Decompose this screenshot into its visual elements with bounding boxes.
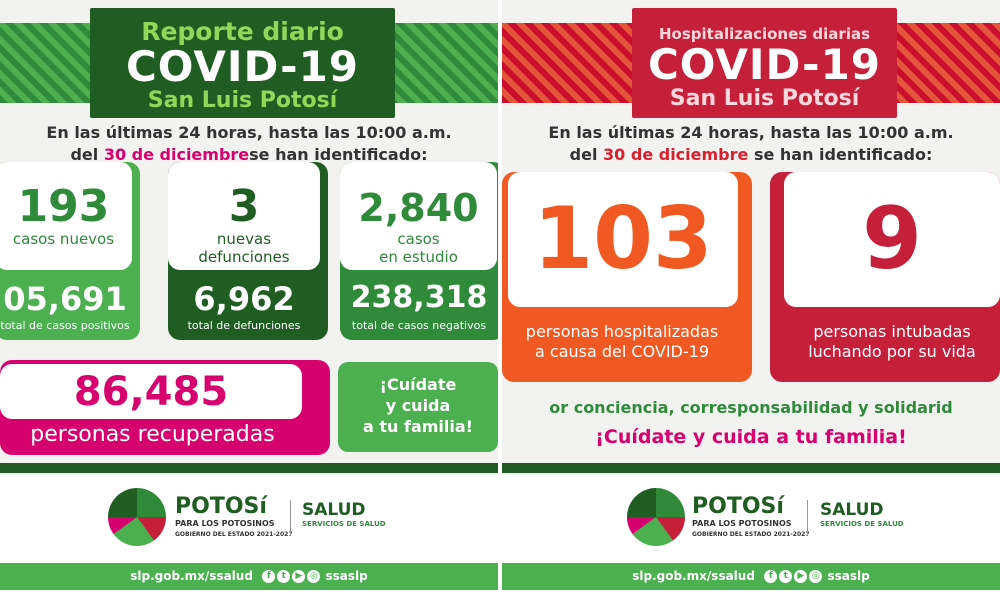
facebook-icon[interactable]: f [262,570,276,583]
social-handle[interactable]: ssaslp [827,569,870,583]
total-positive-label: total de casos positivos [0,319,130,332]
new-cases-card: 193 casos nuevos 05,691 total de casos p… [0,162,140,340]
hospitalized-value: 103 [533,189,713,289]
hospital-header: Hospitalizaciones diarias COVID-19 San L… [632,8,897,118]
footer-stripe [502,463,1000,473]
total-positive-value: 05,691 [3,280,127,318]
slogan-responsibility: or conciencia, corresponsabilidad y soli… [549,398,953,417]
intro-text: En las últimas 24 horas, hasta las 10:00… [46,123,452,164]
social-handle[interactable]: ssaslp [325,569,368,583]
header-location: San Luis Potosí [147,88,338,113]
panel-divider [498,0,502,600]
recovered-value: 86,485 [73,369,229,415]
header-title: Reporte diario [141,17,344,46]
instagram-icon[interactable]: ◎ [809,570,823,583]
footer: POTOSí PARA LOS POTOSINOS GOBIERNO DEL E… [0,478,498,563]
twitter-icon[interactable]: t [277,570,291,583]
youtube-icon[interactable]: ▶ [292,570,306,583]
potosi-logo: POTOSí PARA LOS POTOSINOS GOBIERNO DEL E… [692,494,810,539]
potosi-logo-icon [627,488,685,546]
recovered-label: personas recuperadas [30,422,275,447]
total-deaths-value: 6,962 [193,280,295,318]
new-cases-label: casos nuevos [12,230,115,248]
total-deaths-label: total de defunciones [187,319,301,332]
report-date: 30 de diciembre [103,145,250,164]
total-negative-label: total de casos negativos [351,319,487,332]
logo-separator [290,500,291,535]
header-covid: COVID-19 [647,40,882,89]
care-message-card: ¡Cuídate y cuida a tu familia! [338,362,498,452]
new-deaths-value: 3 [228,181,260,232]
potosi-logo: POTOSí PARA LOS POTOSINOS GOBIERNO DEL E… [175,494,293,539]
contact-bar: slp.gob.mx/ssalud f t ▶ ◎ ssaslp [0,563,498,590]
potosi-logo-icon [108,488,166,546]
twitter-icon[interactable]: t [779,570,793,583]
total-negative-value: 238,318 [350,280,488,315]
website-link[interactable]: slp.gob.mx/ssalud [130,569,253,583]
hospitalized-card: 103 personas hospitalizadas a causa del … [502,172,752,382]
new-deaths-card: 3 nuevas defunciones 6,962 total de defu… [168,162,328,340]
new-cases-value: 193 [17,181,110,232]
slogan-care: ¡Cuídate y cuida a tu familia! [595,426,907,448]
recovered-card: 86,485 personas recuperadas [0,360,330,455]
contact-bar: slp.gob.mx/ssalud f t ▶ ◎ ssaslp [502,563,1000,590]
daily-report-panel: Reporte diario COVID-19 San Luis Potosí … [0,0,498,600]
in-study-value: 2,840 [358,186,479,230]
intubated-value: 9 [862,189,922,289]
intro-text: En las últimas 24 horas, hasta las 10:00… [548,123,954,164]
intubated-card: 9 personas intubadas luchando por su vid… [770,172,1000,382]
youtube-icon[interactable]: ▶ [794,570,808,583]
logo-separator [807,500,808,535]
in-study-card: 2,840 casos en estudio 238,318 total de … [340,162,498,340]
hospitalization-panel: Hospitalizaciones diarias COVID-19 San L… [502,0,1000,600]
footer: POTOSí PARA LOS POTOSINOS GOBIERNO DEL E… [502,478,1000,563]
instagram-icon[interactable]: ◎ [307,570,321,583]
website-link[interactable]: slp.gob.mx/ssalud [632,569,755,583]
header-location: San Luis Potosí [669,86,860,111]
footer-stripe [0,463,498,473]
header-covid: COVID-19 [125,42,360,91]
report-header: Reporte diario COVID-19 San Luis Potosí [90,8,395,118]
facebook-icon[interactable]: f [764,570,778,583]
report-date: 30 de diciembre [603,145,749,164]
salud-logo: SALUD SERVICIOS DE SALUD [820,500,904,528]
header-title: Hospitalizaciones diarias [658,25,871,43]
salud-logo: SALUD SERVICIOS DE SALUD [302,500,386,528]
